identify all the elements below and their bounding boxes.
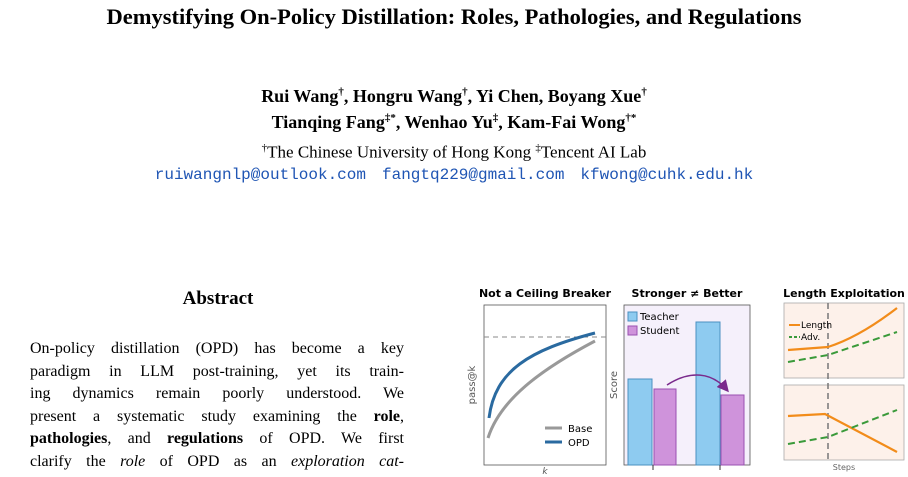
abstract-line: On-policy distillation (OPD) has become … [30, 340, 404, 363]
abstract-line: present a systematic study examining the… [30, 408, 404, 431]
abstract-line: pathologies, and regulations of OPD. We … [30, 430, 404, 453]
email[interactable]: fangtq229@gmail.com [381, 166, 565, 184]
italic-text: exploration cat- [290, 452, 405, 470]
text: Tianqing Fang [271, 112, 385, 132]
abstract-heading: Abstract [182, 288, 254, 309]
x-label: Steps [833, 463, 855, 472]
panel-title: Length Exploitation [783, 287, 905, 300]
paper-title: Demystifying On-Policy Distillation: Rol… [106, 4, 802, 29]
text: Tencent AI Lab [540, 142, 647, 162]
italic-text: role [120, 452, 146, 470]
adv-curve [787, 331, 898, 363]
legend-label: Teacher [639, 312, 680, 323]
panel-title: Not a Ceiling Breaker [479, 287, 612, 300]
text: ing dynamics remain poorly understood. W… [30, 385, 404, 403]
legend-swatch [627, 325, 638, 336]
email[interactable]: ruiwangnlp@outlook.com [154, 166, 366, 184]
text: Rui Wang [261, 86, 339, 106]
student-bar [653, 388, 677, 466]
affiliation-mark: † [462, 86, 468, 98]
student-bar [720, 394, 745, 466]
x-label: k [542, 467, 548, 477]
bold-text: regulations [167, 430, 244, 448]
text: , Yi Chen, Boyang Xue [467, 86, 642, 106]
bold-text: role [373, 407, 400, 425]
affiliation-mark: ‡ [492, 112, 499, 124]
affiliation-mark: † [338, 86, 344, 98]
opd-curve [487, 331, 596, 419]
legend-swatch [627, 311, 638, 322]
base-curve [486, 339, 596, 439]
affiliation: †The Chinese University of Hong Kong ‡Te… [0, 142, 908, 163]
affiliation-mark: ‡ [535, 142, 541, 154]
teacher-bar [627, 378, 653, 466]
legend-label: OPD [568, 438, 590, 449]
text: clarify the [30, 452, 121, 470]
arrow [666, 374, 729, 393]
text: On-policy distillation (OPD) has become … [30, 340, 404, 357]
adv-curve [787, 409, 898, 445]
length-curve [787, 307, 898, 352]
email[interactable]: kfwong@cuhk.edu.hk [580, 166, 754, 184]
affiliation-mark: ‡* [384, 112, 396, 124]
author-line: Tianqing Fang‡*, Wenhao Yu‡, Kam-Fai Won… [0, 112, 908, 133]
bold-text: pathologies [30, 430, 108, 448]
panel-title: Stronger ≠ Better [632, 287, 743, 300]
emails: ruiwangnlp@outlook.com fangtq229@gmail.co… [0, 166, 908, 184]
text: , Hongru Wang [343, 86, 463, 106]
text: , Kam-Fai Wong [498, 112, 626, 132]
affiliation-mark: †* [625, 112, 637, 124]
legend-label: Base [568, 424, 592, 435]
abstract-line: paradigm in LLM post-training, yet its t… [30, 363, 404, 386]
y-label: pass@k [467, 365, 478, 404]
affiliation-mark: † [641, 86, 647, 98]
text: of OPD. We first [243, 430, 404, 448]
text: present a systematic study examining the [30, 407, 374, 425]
text: of OPD as an [145, 452, 291, 470]
affiliation-mark: † [261, 142, 268, 154]
legend-label: Student [640, 326, 679, 337]
text: , [400, 407, 404, 425]
length-curve [787, 412, 898, 453]
plot-frame [783, 384, 905, 461]
legend-label: Adv. [801, 333, 820, 343]
abstract-body: On-policy distillation (OPD) has become … [30, 340, 404, 476]
text: paradigm in LLM post-training, yet its t… [30, 362, 404, 380]
abstract-line: clarify the role of OPD as an exploratio… [30, 453, 404, 476]
teacher-bar [695, 321, 721, 466]
y-label: Score [609, 371, 620, 399]
plot-frame [483, 304, 607, 466]
text: The Chinese University of Hong Kong [267, 142, 536, 162]
legend-label: Length [801, 321, 832, 331]
text: , and [107, 430, 167, 448]
text: , Wenhao Yu [395, 112, 493, 132]
abstract-line: ing dynamics remain poorly understood. W… [30, 385, 404, 408]
author-line: Rui Wang†, Hongru Wang†, Yi Chen, Boyang… [0, 86, 908, 107]
